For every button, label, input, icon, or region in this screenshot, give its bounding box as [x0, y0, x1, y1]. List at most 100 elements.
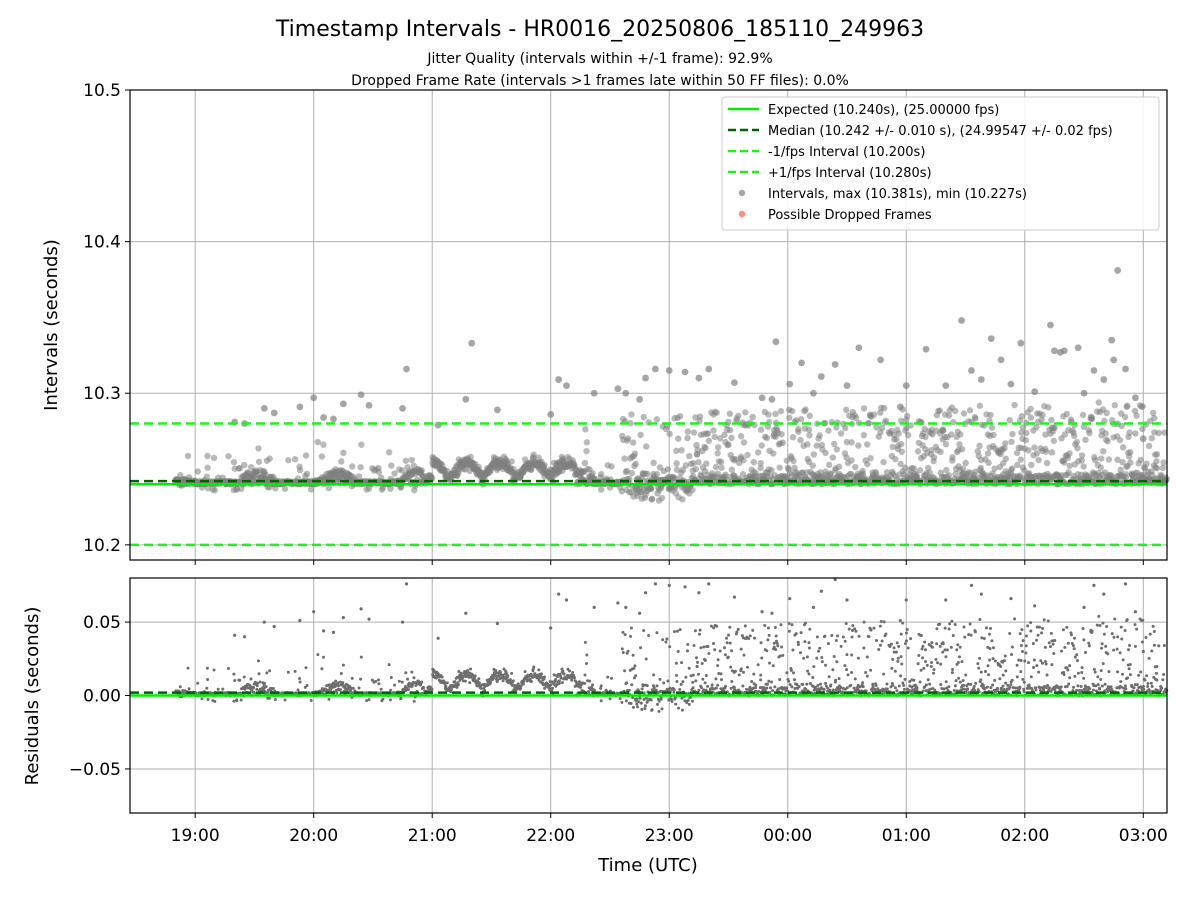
residual-point	[998, 677, 1002, 681]
residual-point	[958, 645, 962, 649]
residual-point	[803, 621, 807, 625]
residual-point	[1061, 628, 1065, 632]
residual-point	[567, 669, 571, 673]
residual-point	[973, 630, 977, 634]
residual-point	[867, 635, 871, 639]
residual-point	[977, 666, 981, 670]
residual-point	[1021, 677, 1025, 681]
residual-point	[950, 619, 954, 623]
y-tick-label: 0.00	[83, 687, 121, 707]
residual-point	[339, 671, 343, 675]
interval-outlier-point	[768, 395, 776, 403]
residual-point	[337, 684, 341, 688]
residual-point	[1102, 632, 1106, 636]
interval-outlier-point	[997, 356, 1005, 364]
residual-point	[445, 681, 449, 685]
residual-point	[1088, 687, 1092, 691]
residual-outlier-point	[707, 582, 711, 586]
residual-point	[901, 621, 905, 625]
residual-point	[983, 686, 987, 690]
residual-outlier-point	[1033, 604, 1037, 608]
residual-point	[787, 679, 791, 683]
interval-point	[770, 450, 777, 457]
interval-point	[695, 459, 702, 466]
residual-point	[876, 687, 880, 691]
residual-point	[559, 676, 563, 680]
y-tick-label: 10.2	[83, 536, 121, 556]
residual-point	[238, 678, 242, 682]
residual-point	[919, 668, 923, 672]
residual-point	[665, 637, 669, 641]
interval-point	[988, 424, 996, 431]
interval-outlier-point	[642, 374, 649, 382]
residual-point	[785, 686, 789, 690]
residual-point	[404, 671, 408, 675]
residual-point	[851, 624, 855, 628]
residual-point	[899, 674, 903, 678]
residual-point	[271, 687, 275, 691]
residual-point	[827, 675, 831, 679]
interval-point	[987, 411, 994, 419]
residual-point	[892, 646, 896, 650]
residual-point	[367, 698, 371, 702]
residual-point	[905, 627, 909, 631]
residual-point	[232, 699, 236, 703]
interval-point	[922, 433, 929, 441]
interval-point	[976, 402, 984, 409]
residual-point	[928, 682, 932, 686]
residual-outlier-point	[1092, 583, 1096, 587]
interval-point	[1148, 435, 1155, 442]
residual-point	[1036, 633, 1040, 637]
residual-point	[987, 673, 991, 677]
residual-point	[699, 686, 703, 690]
residual-outlier-point	[1102, 592, 1106, 596]
residual-point	[1112, 648, 1116, 652]
residual-point	[695, 665, 699, 669]
residual-point	[729, 665, 733, 669]
interval-outlier-point	[310, 394, 318, 402]
interval-point	[716, 435, 724, 442]
interval-point	[1119, 444, 1127, 451]
residual-point	[572, 676, 576, 680]
residual-point	[591, 683, 595, 687]
residual-point	[771, 689, 775, 693]
residual-point	[816, 684, 820, 688]
residual-point	[632, 666, 636, 670]
residual-point	[991, 683, 995, 687]
residual-point	[1126, 648, 1130, 652]
residual-point	[510, 681, 514, 685]
residual-point	[872, 626, 876, 630]
interval-point	[679, 496, 686, 503]
intervals-plot: 10.210.310.410.5 Intervals (seconds)	[41, 81, 1170, 565]
interval-outlier-point	[403, 365, 410, 373]
interval-point	[928, 446, 935, 454]
residual-point	[845, 686, 849, 690]
interval-point	[1127, 459, 1134, 466]
interval-point	[786, 414, 793, 422]
residual-point	[943, 626, 947, 630]
residual-point	[950, 667, 954, 671]
residual-point	[1152, 643, 1156, 647]
residual-point	[891, 683, 895, 687]
residual-point	[640, 687, 644, 691]
interval-point	[1019, 424, 1027, 431]
residual-point	[642, 691, 646, 695]
interval-point	[1086, 429, 1093, 437]
residual-point	[961, 678, 965, 682]
interval-point	[893, 436, 900, 443]
interval-point	[1104, 438, 1111, 445]
residual-point	[788, 683, 792, 687]
residual-point	[637, 700, 641, 704]
residual-point	[933, 688, 937, 692]
interval-outlier-point	[296, 403, 304, 411]
interval-point	[637, 431, 644, 439]
residual-point	[640, 708, 644, 712]
residual-point	[656, 702, 660, 706]
residual-point	[945, 648, 949, 652]
x-tick-label: 22:00	[526, 826, 575, 846]
interval-point	[806, 412, 814, 419]
interval-point	[809, 462, 816, 469]
residual-point	[796, 643, 800, 647]
interval-point	[184, 452, 192, 460]
residual-point	[1008, 632, 1012, 636]
